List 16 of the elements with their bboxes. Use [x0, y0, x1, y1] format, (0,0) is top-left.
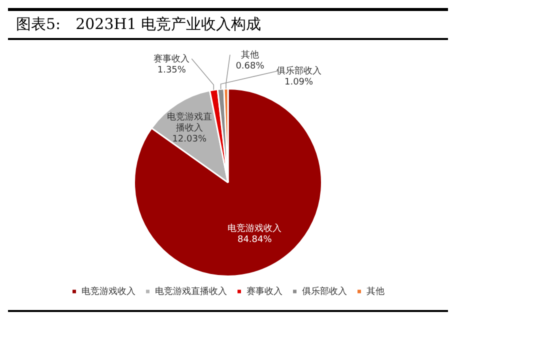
slice-label: 赛事收入	[154, 54, 190, 65]
data-label: 0.68%	[236, 62, 265, 72]
slice-label: 俱乐部收入	[276, 66, 322, 77]
data-label: 84.84%	[237, 235, 272, 246]
legend-label: 电竞游戏直播收入	[154, 286, 227, 297]
slice-label: 电竞游戏收入	[228, 223, 282, 234]
legend-label: 电竞游戏收入	[81, 286, 136, 297]
slice-label: 电竞游戏直播收入	[166, 112, 212, 134]
chart-title: 图表5: 2023H1 电竞产业收入构成	[8, 8, 448, 40]
data-label: 1.35%	[157, 66, 186, 76]
data-label: 1.09%	[284, 78, 314, 88]
legend-label: 俱乐部收入	[302, 286, 347, 297]
data-label: 12.03%	[172, 134, 207, 145]
legend-label: 赛事收入	[246, 286, 282, 297]
slice-label: 其他	[240, 50, 259, 61]
legend-label: 其他	[366, 286, 384, 297]
